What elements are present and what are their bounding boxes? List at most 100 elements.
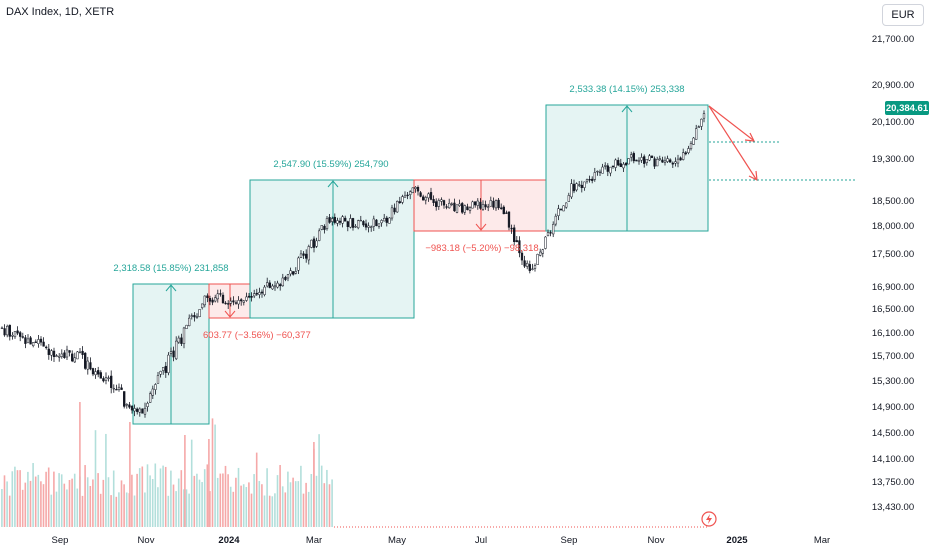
candle-body xyxy=(185,324,188,329)
volume-bar xyxy=(313,442,315,527)
candle-body xyxy=(263,286,266,295)
volume-bar xyxy=(53,471,55,527)
volume-bar xyxy=(133,495,136,527)
candle-body xyxy=(401,196,404,203)
candle-body xyxy=(637,160,641,162)
candle-body xyxy=(271,285,274,290)
candle-body xyxy=(682,152,685,160)
volume-bar xyxy=(198,479,201,527)
y-tick-label: 13,750.00 xyxy=(872,477,914,488)
candle-body xyxy=(455,204,459,213)
candle-body xyxy=(305,253,308,259)
candle-body xyxy=(276,282,279,288)
volume-bar xyxy=(274,493,276,527)
candle-body xyxy=(32,342,35,346)
volume-bar xyxy=(146,464,149,527)
candle-body xyxy=(588,179,591,181)
candle-body xyxy=(689,143,693,150)
measure-label-4: −983.18 (−5.20%) −98,318 xyxy=(425,243,538,254)
y-axis[interactable]: 21,700.00 20,900.00 20,100.00 19,300.00 18,5… xyxy=(872,34,914,513)
volume-bar xyxy=(45,471,47,527)
volume-bar xyxy=(240,485,242,527)
y-tick-label: 16,100.00 xyxy=(872,328,914,339)
candle-body xyxy=(546,232,550,237)
candle-body xyxy=(565,202,568,208)
volume-bar xyxy=(184,435,186,527)
candle-body xyxy=(580,184,583,189)
y-tick-label: 18,500.00 xyxy=(872,196,914,207)
candle-body xyxy=(650,155,654,158)
candle-body xyxy=(0,327,4,329)
candle-body xyxy=(700,118,703,127)
volume-bar xyxy=(190,439,193,527)
y-tick-label: 18,000.00 xyxy=(872,221,914,232)
candle-body xyxy=(19,332,22,337)
candle-body xyxy=(476,200,479,206)
candle-body xyxy=(541,249,544,254)
candle-body xyxy=(104,377,108,381)
candle-body xyxy=(6,326,9,336)
candle-body xyxy=(416,187,420,192)
y-tick-label: 21,700.00 xyxy=(872,34,914,45)
x-axis[interactable]: Sep Nov 2024 Mar May Jul Sep Nov 2025 Mar xyxy=(52,535,831,546)
x-tick-label: Mar xyxy=(814,535,830,546)
volume-bar xyxy=(263,495,266,527)
candle-body xyxy=(344,217,347,222)
volume-bar xyxy=(167,495,170,527)
candle-body xyxy=(26,338,30,344)
candle-body xyxy=(528,264,531,271)
candle-body xyxy=(281,277,284,287)
candle-body xyxy=(671,162,674,165)
last-price-label: 20,384.61 xyxy=(886,103,929,114)
candle-body xyxy=(188,317,191,327)
candle-body xyxy=(658,158,661,160)
candle-body xyxy=(224,302,227,305)
candle-body xyxy=(552,224,555,235)
volume-bar xyxy=(81,495,84,527)
volume-bar xyxy=(287,471,289,527)
candle-body xyxy=(554,215,557,225)
x-tick-label: 2024 xyxy=(218,535,240,546)
candle-body xyxy=(429,192,433,200)
volume-bar xyxy=(79,402,81,527)
volume-bar xyxy=(118,492,120,527)
measure-label-3: 2,547.90 (15.59%) 254,790 xyxy=(273,159,388,170)
volume-bar xyxy=(297,481,300,527)
candle-body xyxy=(630,154,633,158)
candle-body xyxy=(214,297,217,302)
candle-body xyxy=(479,201,482,209)
candle-body xyxy=(99,372,102,379)
x-tick-label: Sep xyxy=(52,535,69,546)
candle-body xyxy=(624,162,628,166)
candle-body xyxy=(502,206,505,215)
candle-body xyxy=(325,218,329,229)
lightning-icon[interactable] xyxy=(701,511,717,527)
candle-body xyxy=(601,166,604,174)
volume-bar xyxy=(86,477,89,527)
candle-body xyxy=(515,240,518,243)
volume-bar xyxy=(328,484,331,527)
volume-bars xyxy=(1,402,333,527)
candle-body xyxy=(16,330,19,334)
candle-body xyxy=(8,324,11,337)
volume-bar xyxy=(84,465,86,527)
candle-body xyxy=(65,349,69,358)
volume-bar xyxy=(248,482,250,527)
volume-bar xyxy=(307,491,310,527)
candle-body xyxy=(146,403,149,407)
volume-bar xyxy=(63,483,66,527)
candle-body xyxy=(609,166,612,174)
measure-box-3[interactable] xyxy=(249,179,415,319)
volume-bar xyxy=(19,470,21,527)
candle-body xyxy=(208,298,212,302)
candle-body xyxy=(73,357,76,363)
volume-bar xyxy=(326,469,328,527)
candle-body xyxy=(234,302,238,304)
currency-button[interactable]: EUR xyxy=(882,4,924,26)
volume-bar xyxy=(149,475,151,527)
volume-bar xyxy=(310,473,313,527)
candle-body xyxy=(331,218,334,222)
volume-bar xyxy=(164,466,167,527)
candle-body xyxy=(3,328,6,336)
